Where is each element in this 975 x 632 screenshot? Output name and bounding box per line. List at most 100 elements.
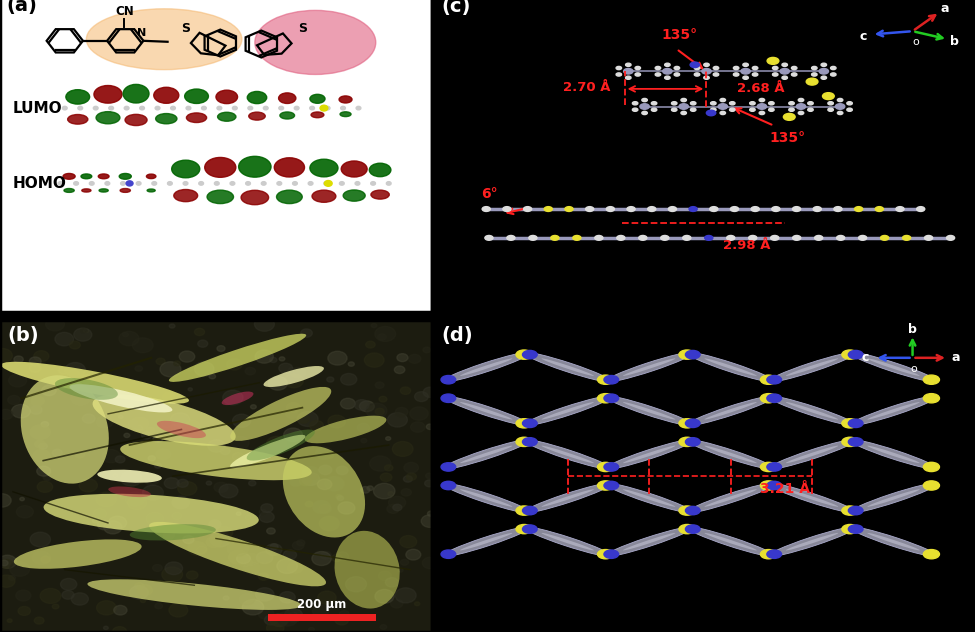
Circle shape	[115, 456, 125, 463]
Circle shape	[598, 550, 613, 559]
Circle shape	[760, 463, 776, 471]
Circle shape	[772, 207, 780, 212]
Circle shape	[733, 73, 739, 76]
Circle shape	[251, 404, 256, 409]
Circle shape	[523, 350, 537, 359]
Circle shape	[141, 432, 151, 439]
Circle shape	[836, 104, 844, 109]
Circle shape	[187, 367, 193, 371]
Circle shape	[792, 73, 797, 76]
Circle shape	[388, 492, 394, 496]
Circle shape	[797, 104, 805, 109]
Ellipse shape	[88, 580, 301, 610]
Circle shape	[112, 473, 118, 478]
Circle shape	[733, 66, 739, 70]
Circle shape	[58, 181, 62, 185]
Circle shape	[79, 479, 98, 492]
Circle shape	[814, 236, 823, 240]
Circle shape	[365, 353, 384, 367]
Circle shape	[230, 181, 235, 185]
Circle shape	[544, 207, 553, 212]
Circle shape	[421, 515, 439, 528]
Circle shape	[217, 445, 222, 448]
Circle shape	[685, 419, 700, 427]
Circle shape	[837, 236, 844, 240]
Circle shape	[284, 374, 303, 388]
Circle shape	[414, 392, 428, 401]
Circle shape	[0, 494, 11, 507]
Circle shape	[395, 408, 408, 416]
Circle shape	[121, 181, 126, 185]
Ellipse shape	[443, 439, 529, 470]
Circle shape	[255, 350, 273, 363]
Circle shape	[639, 236, 646, 240]
Circle shape	[130, 586, 148, 599]
Ellipse shape	[605, 483, 693, 513]
Circle shape	[146, 487, 163, 499]
Circle shape	[340, 374, 357, 385]
Ellipse shape	[172, 160, 200, 178]
Circle shape	[42, 386, 57, 396]
Ellipse shape	[312, 190, 335, 202]
Circle shape	[690, 62, 699, 68]
Circle shape	[357, 423, 370, 432]
Circle shape	[789, 108, 795, 111]
Circle shape	[0, 555, 17, 568]
Circle shape	[216, 526, 233, 538]
Circle shape	[767, 58, 779, 64]
Circle shape	[397, 354, 408, 362]
Ellipse shape	[130, 524, 215, 540]
Ellipse shape	[63, 173, 75, 179]
Text: CN: CN	[115, 6, 134, 18]
Text: 2.98 Å: 2.98 Å	[723, 240, 770, 252]
Circle shape	[96, 492, 116, 507]
Circle shape	[726, 236, 735, 240]
Circle shape	[58, 367, 67, 374]
Circle shape	[0, 560, 8, 566]
Text: o: o	[911, 364, 917, 374]
Circle shape	[627, 207, 635, 212]
Circle shape	[125, 492, 144, 506]
Circle shape	[148, 456, 155, 461]
Circle shape	[361, 487, 370, 493]
Ellipse shape	[93, 394, 236, 446]
Circle shape	[711, 102, 716, 105]
Circle shape	[206, 537, 221, 547]
Circle shape	[841, 525, 858, 534]
Ellipse shape	[768, 396, 856, 425]
Circle shape	[270, 614, 288, 626]
Circle shape	[229, 550, 249, 564]
Circle shape	[847, 102, 852, 105]
Circle shape	[245, 515, 252, 520]
Circle shape	[335, 616, 348, 625]
Circle shape	[616, 73, 621, 76]
Circle shape	[292, 367, 305, 378]
Circle shape	[302, 466, 320, 479]
Circle shape	[243, 562, 259, 574]
Circle shape	[240, 593, 254, 605]
Ellipse shape	[241, 190, 268, 205]
Circle shape	[231, 436, 250, 449]
Circle shape	[760, 481, 776, 490]
Circle shape	[93, 509, 107, 518]
Circle shape	[69, 370, 79, 377]
Circle shape	[8, 396, 20, 404]
Circle shape	[674, 73, 680, 76]
Ellipse shape	[125, 114, 147, 126]
Ellipse shape	[443, 483, 529, 513]
Circle shape	[18, 607, 30, 616]
Circle shape	[640, 104, 649, 109]
Circle shape	[231, 435, 235, 439]
Circle shape	[152, 181, 157, 185]
Circle shape	[267, 528, 275, 534]
Circle shape	[316, 447, 332, 459]
Ellipse shape	[705, 446, 757, 463]
Circle shape	[847, 108, 852, 111]
Circle shape	[410, 422, 425, 432]
Circle shape	[7, 619, 12, 623]
Circle shape	[635, 73, 641, 76]
Ellipse shape	[705, 533, 757, 550]
Circle shape	[604, 375, 618, 384]
Circle shape	[337, 495, 343, 501]
Circle shape	[102, 449, 120, 463]
